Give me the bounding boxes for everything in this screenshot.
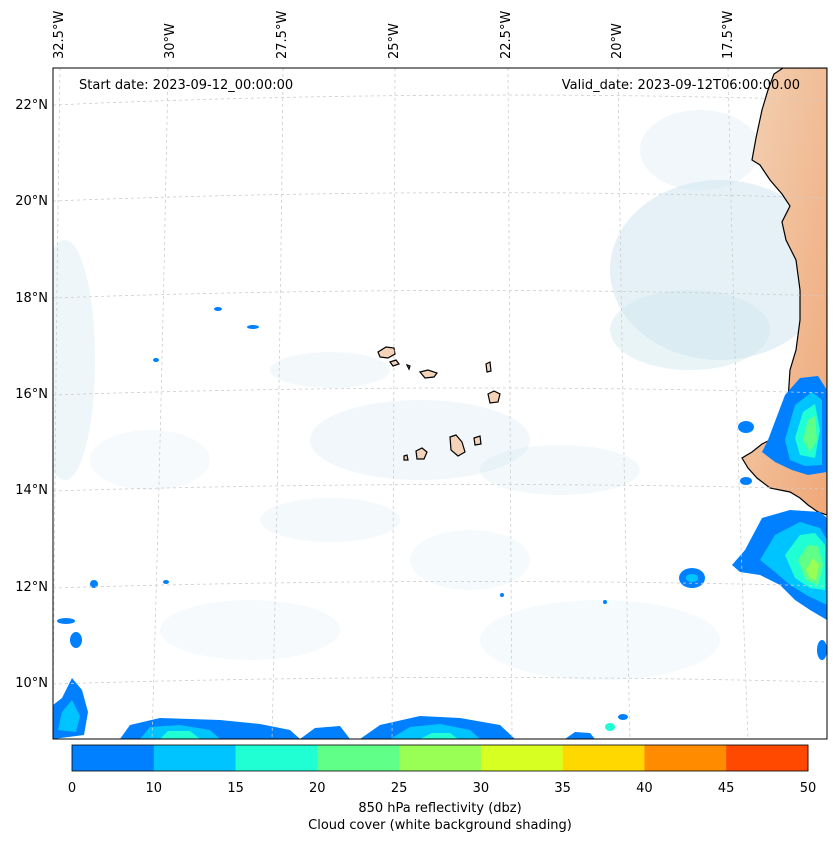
lat-label: 12°N: [15, 580, 48, 595]
lat-label: 10°N: [15, 676, 48, 691]
cloud-cover-shading: [53, 110, 827, 680]
colorbar: [72, 745, 809, 771]
lat-label: 22°N: [15, 98, 48, 113]
colorbar-segment: [153, 745, 237, 771]
colorbar-frame: [71, 744, 809, 772]
lat-label: 20°N: [15, 194, 48, 209]
colorbar-tick-label: 30: [472, 781, 490, 796]
colorbar-segment: [317, 745, 400, 771]
reflectivity-contours: [53, 307, 827, 739]
colorbar-tick-label: 45: [717, 781, 735, 796]
cape-verde-islands: [377, 346, 501, 461]
lon-label: 27.5°W: [275, 10, 290, 59]
colorbar-tick-label: 25: [390, 781, 408, 796]
graticule: [53, 68, 827, 739]
colorbar-tick-label: 20: [309, 781, 326, 796]
lat-label: 16°N: [15, 387, 48, 402]
colorbar-tick-label: 0: [67, 781, 77, 796]
colorbar-label: 850 hPa reflectivity (dbz): [358, 801, 522, 816]
lon-label: 25°W: [387, 23, 402, 59]
colorbar-segment: [726, 745, 809, 771]
lon-label: 30°W: [163, 23, 178, 59]
colorbar-tick-label: 10: [145, 781, 163, 796]
colorbar-segment: [644, 745, 727, 771]
colorbar-tick-label: 15: [227, 781, 244, 796]
colorbar-tick-label: 35: [554, 781, 571, 796]
colorbar-tick-label: 40: [636, 781, 653, 796]
lon-label: 20°W: [610, 23, 625, 59]
lat-label: 18°N: [15, 291, 48, 306]
map-frame: [52, 67, 828, 740]
lon-label: 22.5°W: [499, 10, 514, 59]
colorbar-segment: [72, 745, 155, 771]
colorbar-tick-label: 50: [799, 781, 817, 796]
colorbar-sublabel: Cloud cover (white background shading): [308, 818, 572, 833]
valid-date-label: Valid_date: 2023-09-12T06:00:00.00: [561, 78, 800, 93]
lon-label: 17.5°W: [721, 10, 736, 59]
lon-label: 32.5°W: [52, 10, 67, 59]
lat-label: 14°N: [15, 483, 48, 498]
colorbar-segment: [562, 745, 645, 771]
colorbar-segment: [235, 745, 318, 771]
colorbar-segment: [399, 745, 482, 771]
start-date-label: Start date: 2023-09-12_00:00:00: [79, 78, 294, 93]
colorbar-segment: [480, 745, 564, 771]
